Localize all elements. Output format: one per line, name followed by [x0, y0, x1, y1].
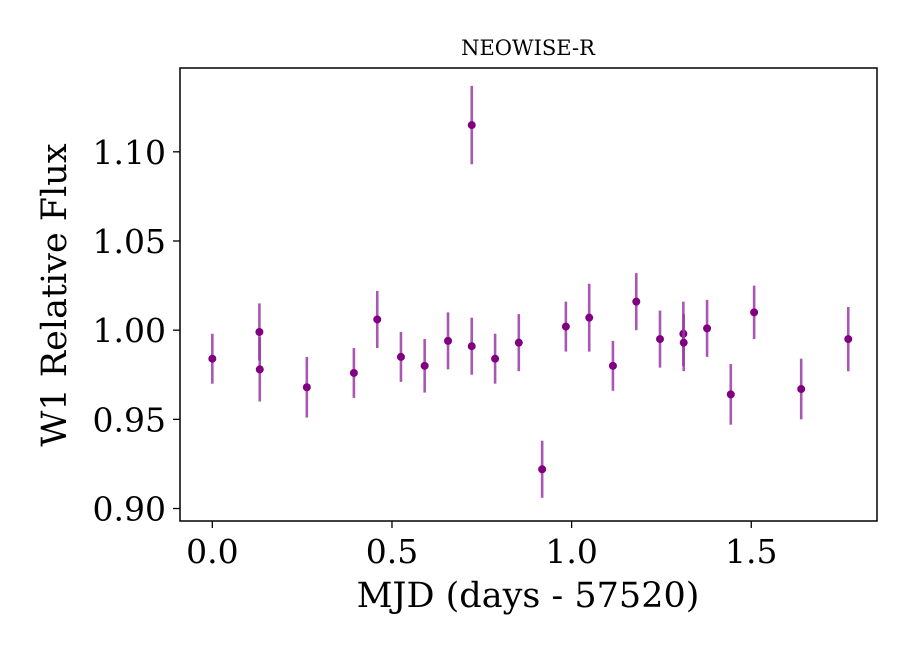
x-tick-label: 1.5: [725, 532, 777, 571]
data-point: [420, 361, 429, 370]
y-tick-label: 1.05: [93, 222, 166, 261]
data-point: [302, 383, 311, 392]
data-point: [750, 308, 759, 317]
y-tick-label: 0.95: [93, 400, 166, 439]
data-point: [561, 322, 570, 331]
data-point: [538, 465, 547, 474]
data-point: [396, 352, 405, 361]
data-point: [655, 335, 664, 344]
data-point: [255, 327, 264, 336]
data-point: [608, 361, 617, 370]
chart-title: NEOWISE-R: [461, 36, 596, 60]
x-axis-label: MJD (days - 57520): [357, 576, 700, 616]
data-point: [208, 354, 217, 363]
data-point: [373, 315, 382, 324]
x-tick-label: 0.5: [366, 532, 418, 571]
data-point: [491, 354, 500, 363]
y-axis-label: W1 Relative Flux: [35, 143, 75, 446]
data-point: [632, 297, 641, 306]
data-point: [726, 390, 735, 399]
data-point: [585, 313, 594, 322]
data-point: [255, 365, 264, 374]
x-axis: 0.0 0.5 1.0 1.5: [186, 521, 777, 571]
data-point: [844, 335, 853, 344]
data-point: [703, 324, 712, 333]
y-tick-label: 0.90: [93, 490, 166, 529]
x-tick-label: 0.0: [186, 532, 238, 571]
data-point: [467, 342, 476, 351]
data-points: [208, 85, 853, 498]
data-point: [349, 368, 358, 377]
data-point: [797, 385, 806, 394]
x-tick-label: 1.0: [545, 532, 597, 571]
plot-frame: [179, 67, 878, 522]
y-axis: 0.90 0.95 1.00 1.05 1.10: [93, 133, 180, 529]
y-tick-label: 1.10: [93, 133, 166, 172]
data-point: [444, 336, 453, 345]
y-tick-label: 1.00: [93, 311, 166, 350]
data-point: [514, 338, 523, 347]
data-point: [679, 338, 688, 347]
data-point: [467, 121, 476, 130]
